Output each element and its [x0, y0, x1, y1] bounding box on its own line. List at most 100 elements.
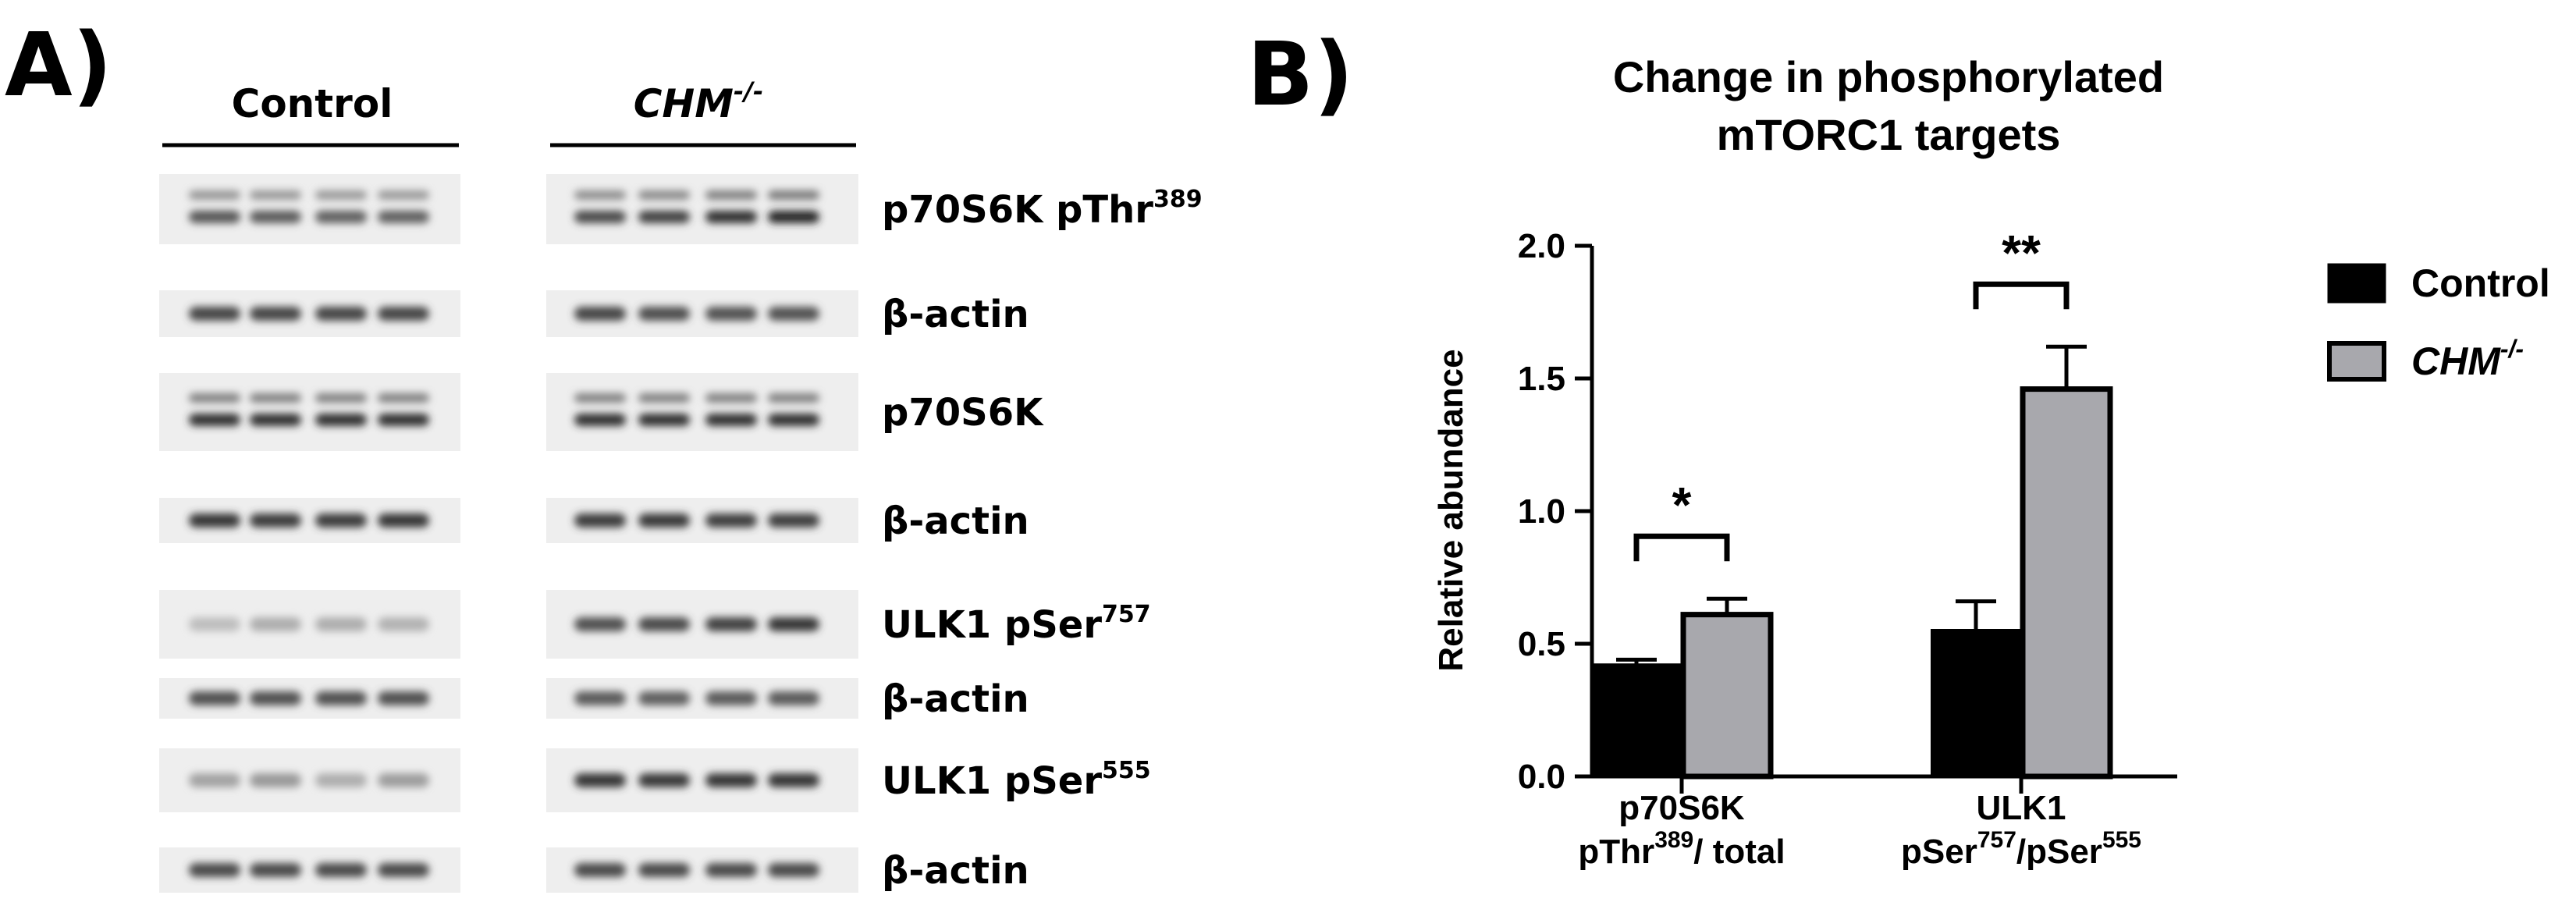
y-axis-label: Relative abundance — [1432, 349, 1470, 671]
blot-band-control — [189, 617, 240, 631]
x-category-1-line-1: p70S6K — [1618, 789, 1745, 827]
blot-row-label: p70S6K pThr389 — [882, 186, 1203, 232]
blot-band-chm — [768, 773, 819, 787]
blot-band-control — [250, 691, 301, 705]
blot-band-chm — [574, 691, 626, 705]
blot-band-control — [250, 211, 301, 223]
bar-chm — [2020, 386, 2113, 780]
blot-band-chm — [768, 863, 819, 877]
blot-strip-chm — [546, 174, 858, 244]
blot-row-label: β-actin — [882, 677, 1029, 721]
blot-band-chm — [705, 190, 757, 200]
significance-bracket — [1633, 533, 1730, 562]
blot-band-chm — [638, 863, 690, 877]
blot-band-control — [189, 863, 240, 877]
legend-swatch-chm — [2327, 341, 2386, 382]
x-category-2-line-1: ULK1 — [1977, 789, 2066, 827]
significance-marker: * — [1672, 477, 1692, 533]
chart-title-line-1: Change in phosphorylated — [1613, 52, 2164, 101]
blot-row: β-actin — [159, 847, 1029, 893]
blot-band-chm — [638, 190, 690, 200]
blot-band-control — [315, 393, 367, 403]
blot-row: β-actin — [159, 498, 1029, 543]
blot-band-control — [315, 211, 367, 223]
blot-band-control — [189, 190, 240, 200]
blot-row: p70S6K pThr389 — [159, 174, 1203, 244]
blot-band-chm — [574, 190, 626, 200]
bar-chart: Change in phosphorylated mTORC1 targets … — [1432, 52, 2550, 871]
blot-row: ULK1 pSer555 — [159, 748, 1151, 812]
blot-band-control — [378, 617, 429, 631]
blot-group-headers: Control CHM-/- — [162, 76, 856, 147]
blot-band-chm — [768, 513, 819, 527]
blot-row: ULK1 pSer757 — [159, 590, 1151, 659]
blot-band-chm — [574, 513, 626, 527]
blot-band-chm — [574, 617, 626, 631]
blot-row-label: β-actin — [882, 293, 1029, 336]
bar-chm — [1680, 612, 1774, 780]
blot-row-label: ULK1 pSer555 — [882, 757, 1151, 803]
blot-band-chm — [574, 773, 626, 787]
x-category-2-line-2: pSer757/pSer555 — [1901, 827, 2141, 871]
x-category-1-line-2: pThr389/ total — [1578, 827, 1785, 871]
blot-band-chm — [768, 414, 819, 426]
blot-strip-chm — [546, 373, 858, 451]
blot-band-chm — [638, 773, 690, 787]
blot-band-control — [378, 393, 429, 403]
blot-row-label: ULK1 pSer757 — [882, 601, 1151, 647]
blot-row-label: β-actin — [882, 499, 1029, 543]
blot-band-control — [189, 211, 240, 223]
blot-strip-control — [159, 174, 460, 244]
blot-band-chm — [638, 691, 690, 705]
chart-title-line-2: mTORC1 targets — [1717, 110, 2061, 159]
blot-band-chm — [705, 863, 757, 877]
blot-band-chm — [768, 190, 819, 200]
blot-band-control — [378, 190, 429, 200]
blot-band-chm — [638, 513, 690, 527]
blot-band-control — [378, 863, 429, 877]
blot-band-control — [378, 513, 429, 527]
blot-band-control — [250, 307, 301, 321]
panel-a-letter: A) — [5, 15, 112, 116]
blot-band-control — [315, 617, 367, 631]
blot-band-chm — [705, 211, 757, 223]
legend-label-control: Control — [2411, 261, 2550, 305]
blot-band-control — [378, 414, 429, 426]
blot-band-chm — [768, 211, 819, 223]
blot-band-chm — [574, 393, 626, 403]
blot-band-control — [189, 513, 240, 527]
blot-band-control — [378, 691, 429, 705]
group-label-chm: CHM-/- — [634, 76, 764, 126]
blot-band-control — [189, 414, 240, 426]
blot-band-control — [250, 617, 301, 631]
blot-band-control — [378, 773, 429, 787]
blot-band-control — [250, 513, 301, 527]
blot-row-label: p70S6K — [882, 391, 1044, 435]
blot-band-control — [315, 691, 367, 705]
blot-row: β-actin — [159, 677, 1029, 721]
blot-band-control — [315, 863, 367, 877]
blot-band-control — [250, 414, 301, 426]
blot-band-control — [189, 773, 240, 787]
blot-band-chm — [768, 691, 819, 705]
blot-band-chm — [705, 617, 757, 631]
blot-band-control — [250, 773, 301, 787]
legend-swatch-control — [2327, 263, 2386, 304]
blot-strip-control — [159, 373, 460, 451]
blot-band-chm — [768, 393, 819, 403]
blot-band-control — [250, 863, 301, 877]
blot-band-chm — [768, 617, 819, 631]
blot-band-chm — [574, 307, 626, 321]
blot-band-chm — [574, 863, 626, 877]
legend-label-chm: CHM-/- — [2411, 335, 2524, 383]
blot-band-control — [378, 211, 429, 223]
western-blot: p70S6K pThr389 β-actin p70S6K β-actin ULK1 p… — [159, 174, 1203, 893]
blot-row: β-actin — [159, 290, 1029, 337]
blot-band-chm — [705, 773, 757, 787]
significance-marker: ** — [2002, 225, 2041, 281]
blot-band-control — [250, 190, 301, 200]
blot-row-label: β-actin — [882, 849, 1029, 893]
blot-band-control — [315, 190, 367, 200]
blot-band-chm — [574, 211, 626, 223]
